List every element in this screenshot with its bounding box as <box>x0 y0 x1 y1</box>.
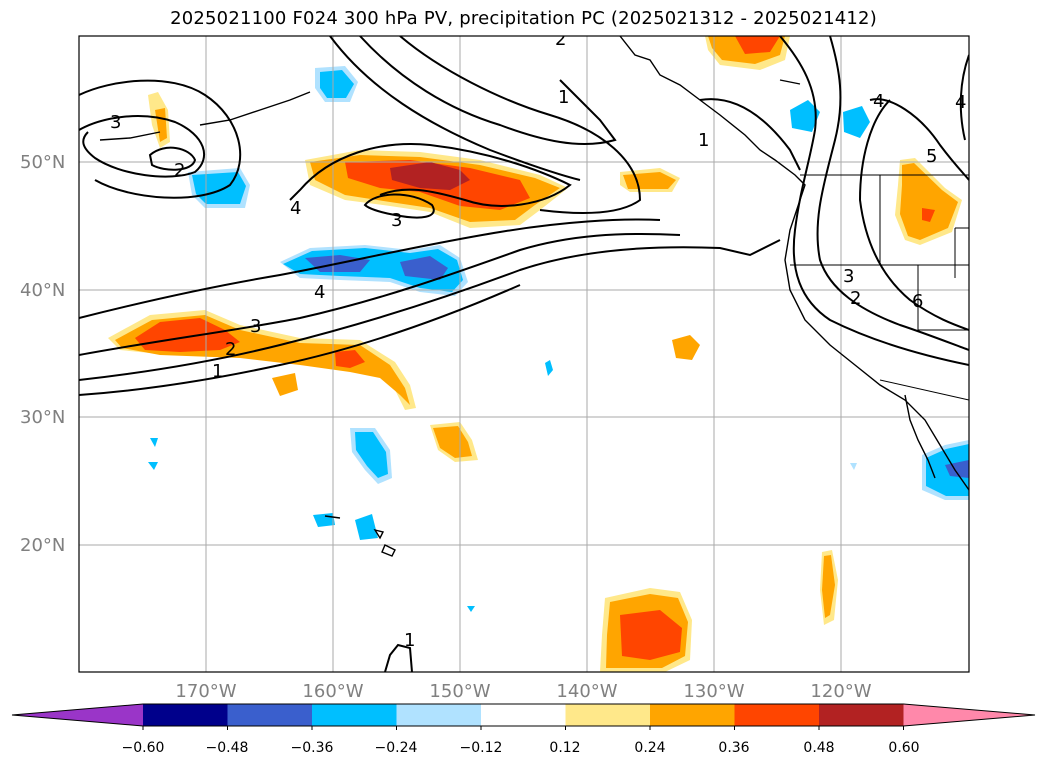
contour-label: 3 <box>391 210 402 231</box>
map-frame <box>78 35 970 673</box>
contour-label: 2 <box>555 29 566 50</box>
contour-label: 3 <box>250 316 261 337</box>
colorbar-tick-label: −0.24 <box>375 740 418 756</box>
colorbar-tick-label: 0.48 <box>803 740 834 756</box>
colorbar-tick-label: −0.48 <box>206 740 249 756</box>
lat-label: 40°N <box>20 280 65 301</box>
contour-label: 6 <box>912 291 923 312</box>
colorbar-tick-label: −0.60 <box>122 740 165 756</box>
pv-contours <box>79 36 969 672</box>
colorbar-tick-label: −0.12 <box>460 740 503 756</box>
colorbar-extend-min <box>12 704 143 726</box>
colorbar-segment <box>565 704 651 726</box>
contour-label: 1 <box>212 361 223 382</box>
lon-label: 170°W <box>175 681 236 702</box>
colorbar-tick-label: 0.36 <box>718 740 749 756</box>
colorbar-tick-label: 0.60 <box>888 740 919 756</box>
contour-label: 1 <box>698 130 709 151</box>
colorbar-segment <box>650 704 735 726</box>
contour-label: 1 <box>558 87 569 108</box>
contour-label: 5 <box>926 146 937 167</box>
colorbar <box>11 703 1036 730</box>
contour-label: 2 <box>850 288 861 309</box>
colorbar-tick-labels: −0.60 −0.48 −0.36 −0.24 −0.12 0.12 0.24 … <box>122 740 920 756</box>
lon-label: 130°W <box>683 681 744 702</box>
colorbar-segment <box>227 704 313 726</box>
colorbar-tick-label: −0.36 <box>291 740 334 756</box>
colorbar-segment <box>819 704 904 726</box>
precip-negative-areas <box>148 66 969 612</box>
contour-label: 4 <box>873 91 884 112</box>
pv-contour-labels: 3 2 4 3 4 3 2 1 2 1 1 4 4 5 3 2 6 1 <box>110 29 966 651</box>
lat-label: 20°N <box>20 535 65 556</box>
map-title: 2025021100 F024 300 hPa PV, precipitatio… <box>170 8 877 29</box>
lon-label: 150°W <box>429 681 490 702</box>
contour-label: 3 <box>110 112 121 133</box>
contour-label: 4 <box>314 282 325 303</box>
colorbar-tick-label: 0.24 <box>634 740 665 756</box>
contour-label: 2 <box>225 339 236 360</box>
colorbar-extend-max <box>903 704 1035 726</box>
lat-label: 50°N <box>20 152 65 173</box>
lon-label: 120°W <box>810 681 871 702</box>
colorbar-tick-label: 0.12 <box>549 740 580 756</box>
contour-label: 1 <box>404 630 415 651</box>
colorbar-segment <box>312 704 397 726</box>
colorbar-segment <box>143 704 228 726</box>
colorbar-segment <box>734 704 820 726</box>
lat-label: 30°N <box>20 407 65 428</box>
latitude-labels: 50°N 40°N 30°N 20°N <box>20 152 65 556</box>
contour-label: 3 <box>843 266 854 287</box>
lon-label: 160°W <box>302 681 363 702</box>
contour-label: 4 <box>290 198 301 219</box>
lon-label: 140°W <box>556 681 617 702</box>
colorbar-segment <box>396 704 482 726</box>
contour-label: 4 <box>955 92 966 113</box>
contour-label: 2 <box>174 160 185 181</box>
longitude-labels: 170°W 160°W 150°W 140°W 130°W 120°W <box>175 681 871 702</box>
colorbar-segment <box>481 704 566 726</box>
